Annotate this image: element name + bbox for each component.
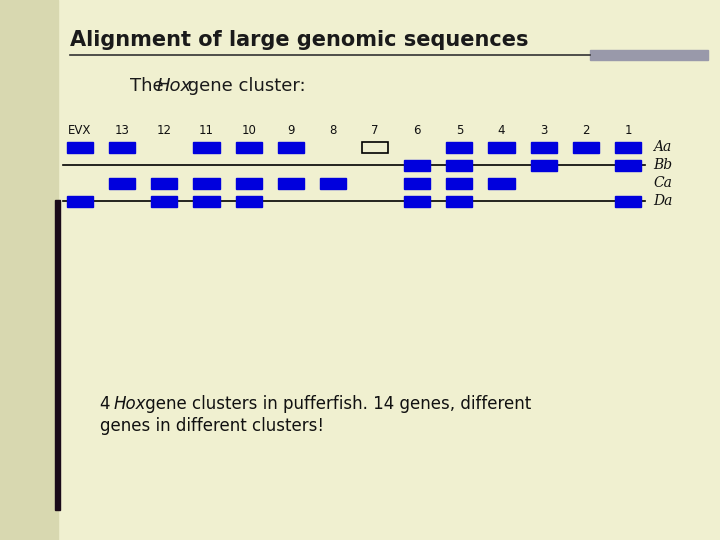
Bar bbox=[235, 195, 261, 206]
Text: EVX: EVX bbox=[68, 124, 91, 137]
Bar bbox=[194, 178, 220, 188]
Bar bbox=[235, 178, 261, 188]
Text: 10: 10 bbox=[241, 124, 256, 137]
Text: Hox: Hox bbox=[157, 77, 192, 95]
Bar bbox=[67, 141, 93, 152]
Bar bbox=[55, 200, 60, 510]
Bar bbox=[362, 141, 388, 152]
Bar bbox=[151, 195, 177, 206]
Text: 2: 2 bbox=[582, 124, 590, 137]
Text: 7: 7 bbox=[372, 124, 379, 137]
Text: Ca: Ca bbox=[653, 176, 672, 190]
Bar bbox=[446, 195, 472, 206]
Bar bbox=[194, 141, 220, 152]
Text: 5: 5 bbox=[456, 124, 463, 137]
Bar bbox=[488, 178, 515, 188]
Bar bbox=[446, 141, 472, 152]
Text: Bb: Bb bbox=[653, 158, 672, 172]
Bar bbox=[235, 141, 261, 152]
Bar bbox=[67, 195, 93, 206]
Bar bbox=[615, 195, 641, 206]
Bar bbox=[404, 159, 431, 171]
Bar bbox=[531, 159, 557, 171]
Text: Aa: Aa bbox=[653, 140, 672, 154]
Text: 1: 1 bbox=[624, 124, 631, 137]
Text: 11: 11 bbox=[199, 124, 214, 137]
Bar bbox=[194, 195, 220, 206]
Bar bbox=[278, 141, 304, 152]
Bar bbox=[278, 178, 304, 188]
Bar bbox=[615, 141, 641, 152]
Bar bbox=[404, 195, 431, 206]
Text: 8: 8 bbox=[329, 124, 337, 137]
Text: genes in different clusters!: genes in different clusters! bbox=[100, 417, 324, 435]
Bar bbox=[615, 159, 641, 171]
Text: 6: 6 bbox=[413, 124, 421, 137]
Bar bbox=[404, 178, 431, 188]
Text: Da: Da bbox=[653, 194, 672, 208]
Bar bbox=[109, 141, 135, 152]
Bar bbox=[320, 178, 346, 188]
Bar bbox=[151, 178, 177, 188]
Bar bbox=[531, 141, 557, 152]
Bar bbox=[446, 178, 472, 188]
Text: 13: 13 bbox=[114, 124, 130, 137]
Text: Alignment of large genomic sequences: Alignment of large genomic sequences bbox=[70, 30, 528, 50]
Text: The: The bbox=[130, 77, 169, 95]
Bar bbox=[109, 178, 135, 188]
Text: 12: 12 bbox=[157, 124, 172, 137]
Text: Hox: Hox bbox=[114, 395, 146, 413]
Text: gene clusters in pufferfish. 14 genes, different: gene clusters in pufferfish. 14 genes, d… bbox=[140, 395, 531, 413]
Bar bbox=[446, 159, 472, 171]
Text: gene cluster:: gene cluster: bbox=[182, 77, 305, 95]
Text: 9: 9 bbox=[287, 124, 294, 137]
Bar bbox=[573, 141, 599, 152]
Bar bbox=[488, 141, 515, 152]
Text: 4: 4 bbox=[100, 395, 116, 413]
Text: 4: 4 bbox=[498, 124, 505, 137]
Bar bbox=[590, 50, 708, 60]
Text: 3: 3 bbox=[540, 124, 547, 137]
Bar bbox=[0, 0, 58, 540]
